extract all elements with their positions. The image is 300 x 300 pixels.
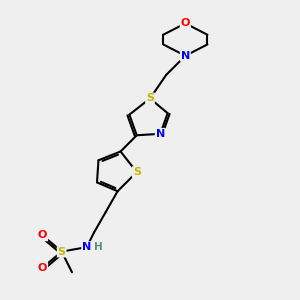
Text: S: S <box>146 94 154 103</box>
Text: O: O <box>181 18 190 28</box>
Text: O: O <box>38 230 47 240</box>
Text: N: N <box>156 129 165 139</box>
Text: N: N <box>181 51 190 61</box>
Text: S: S <box>58 247 66 256</box>
Text: N: N <box>82 242 91 252</box>
Text: S: S <box>133 167 141 177</box>
Text: H: H <box>94 242 102 252</box>
Text: O: O <box>38 263 47 273</box>
